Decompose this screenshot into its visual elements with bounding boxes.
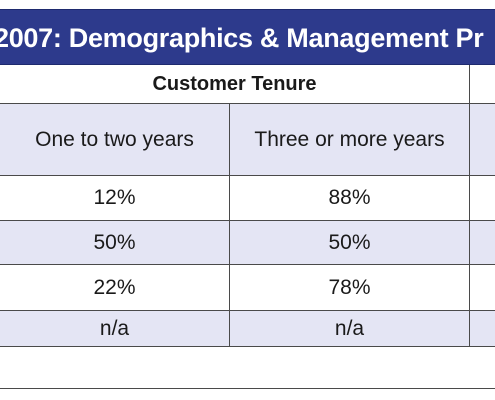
row-band-4	[0, 310, 495, 346]
column-header-band	[0, 103, 495, 175]
rule-row-2-bottom	[0, 264, 495, 265]
rule-section-divider	[469, 65, 470, 346]
table-cell: 50%	[328, 230, 371, 254]
table-cell: 88%	[328, 186, 371, 209]
table-cell: n/a	[99, 316, 130, 340]
title-bar: 2007: Demographics & Management Pr	[0, 9, 495, 65]
rule-row-3-bottom	[0, 310, 495, 311]
row-band-2	[0, 220, 495, 264]
rule-group-header-bottom	[0, 103, 495, 104]
table-title: 2007: Demographics & Management Pr	[0, 23, 484, 53]
table-cell: n/a	[334, 316, 365, 340]
group-header-customer-tenure: Customer Tenure	[152, 73, 317, 95]
rule-column-divider	[229, 103, 230, 346]
column-header-one-to-two-years: One to two years	[35, 127, 194, 151]
table-cell: 22%	[93, 275, 136, 299]
column-header-three-or-more-years: Three or more years	[254, 127, 445, 151]
table-cell: 50%	[93, 230, 136, 254]
rule-row-4-bottom	[0, 346, 495, 347]
rule-row-1-bottom	[0, 220, 495, 221]
table-cell: 78%	[328, 275, 371, 299]
rule-footer	[0, 388, 495, 389]
rule-column-header-bottom	[0, 175, 495, 176]
table-cell: 12%	[93, 186, 136, 209]
